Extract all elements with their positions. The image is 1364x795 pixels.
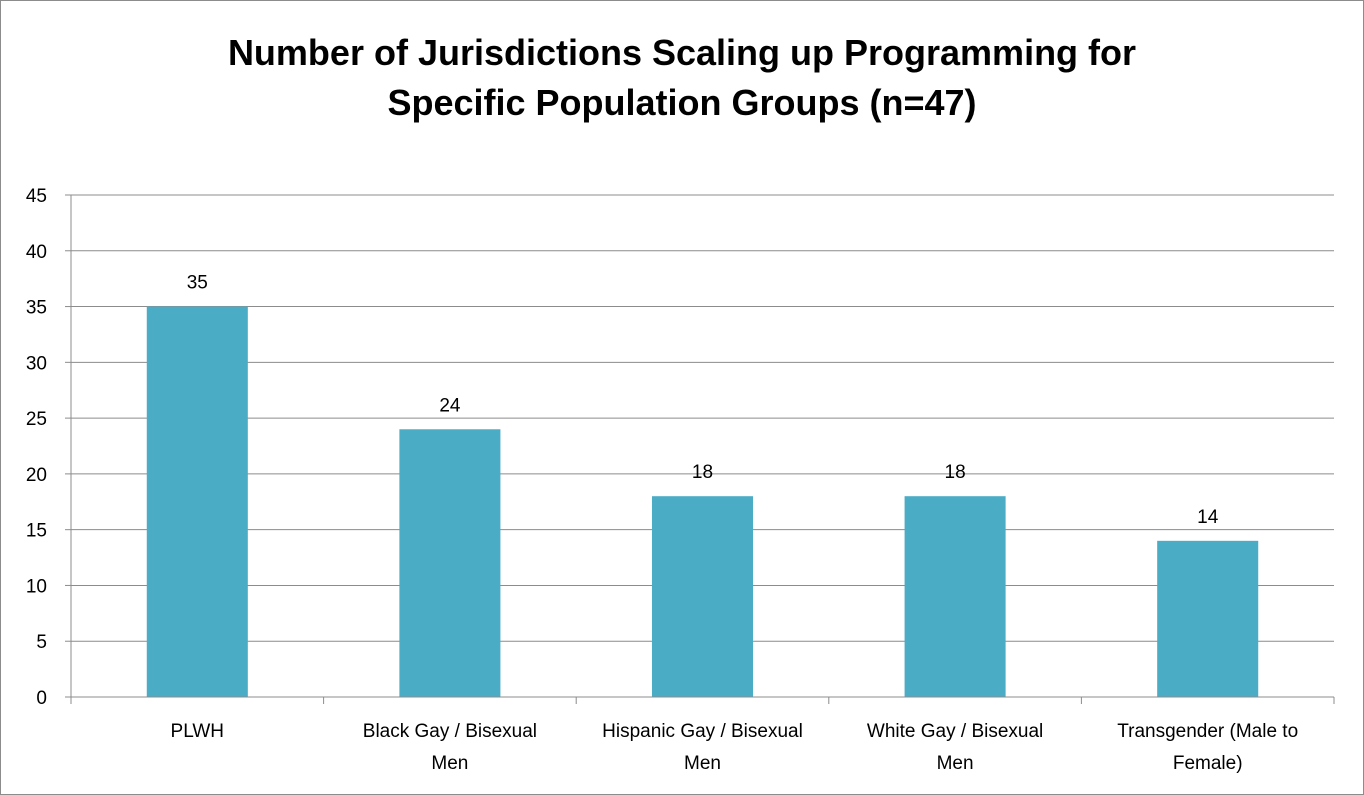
x-tick-label: PLWH — [171, 721, 224, 742]
x-tick-label: Men — [937, 753, 974, 774]
y-tick-label: 15 — [26, 521, 47, 542]
x-tick-label: White Gay / Bisexual — [867, 721, 1043, 742]
data-labels: 35 24 18 18 14 — [187, 273, 1219, 528]
bars — [146, 306, 1259, 697]
x-tick-label: Hispanic Gay / Bisexual — [602, 721, 803, 742]
y-tick-label: 5 — [36, 632, 47, 653]
x-tick-label: Men — [684, 753, 721, 774]
y-tick-label: 40 — [26, 242, 47, 263]
y-tick-label: 45 — [26, 186, 47, 207]
bar — [904, 496, 1006, 697]
data-label: 18 — [945, 462, 966, 483]
x-tick-label: Black Gay / Bisexual — [363, 721, 537, 742]
y-tick-labels: 0 5 10 15 20 25 30 35 40 45 — [26, 186, 47, 709]
y-tick-label: 25 — [26, 409, 47, 430]
x-tick-label: Transgender (Male to — [1117, 721, 1298, 742]
bar — [651, 496, 754, 697]
data-label: 35 — [187, 273, 208, 294]
chart-title-line-2: Specific Population Groups (n=47) — [387, 82, 977, 123]
y-tick-label: 30 — [26, 353, 47, 374]
y-tick-label: 20 — [26, 465, 47, 486]
y-tick-label: 35 — [26, 298, 47, 319]
bar — [399, 429, 501, 697]
chart-title-line-1: Number of Jurisdictions Scaling up Progr… — [227, 32, 1137, 73]
x-tick-label: Female) — [1173, 753, 1243, 774]
bar — [146, 306, 248, 697]
y-tick-label: 0 — [36, 688, 47, 709]
x-tick-label: Men — [431, 753, 468, 774]
axes — [65, 194, 1335, 704]
data-label: 14 — [1197, 507, 1219, 528]
data-label: 24 — [439, 395, 461, 416]
bar — [1157, 540, 1259, 697]
chart-title: Number of Jurisdictions Scaling up Progr… — [0, 28, 1364, 128]
x-tick-labels: PLWH Black Gay / Bisexual Men Hispanic Gay … — [171, 721, 1299, 774]
data-label: 18 — [692, 462, 713, 483]
y-tick-label: 10 — [26, 576, 47, 597]
